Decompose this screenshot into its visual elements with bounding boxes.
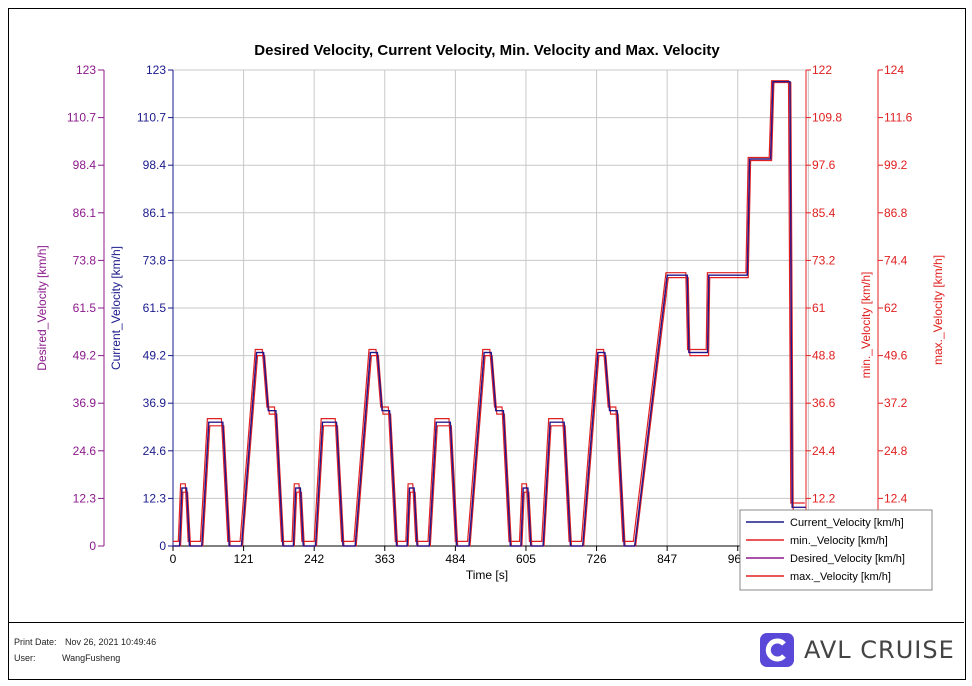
x-tick-label: 726	[587, 552, 607, 566]
avl-cruise-logo: AVL CRUISE	[760, 630, 955, 670]
x-tick-label: 121	[234, 552, 254, 566]
series-layer	[173, 80, 806, 547]
x-tick-label: 847	[657, 552, 677, 566]
y-tick-label-min: 48.8	[812, 349, 836, 363]
axes-layer: 0 12.3 24.6 36.9 49.2 61.5 73.8 86.1 98.4 110.7 12…	[67, 63, 913, 566]
x-tick-label: 484	[445, 552, 465, 566]
series-line-min	[174, 81, 806, 547]
y-tick-label-min: 85.4	[812, 206, 836, 220]
y-tick-label-desired: 61.5	[73, 301, 97, 315]
y-tick-label-current: 49.2	[143, 349, 167, 363]
y-tick-label-max: 12.4	[884, 491, 908, 505]
y-tick-label-desired: 49.2	[73, 349, 97, 363]
y-tick-label-max: 99.2	[884, 158, 908, 172]
y-tick-label-min: 36.6	[812, 396, 836, 410]
y-tick-label-max: 62	[884, 301, 898, 315]
grid-layer	[172, 69, 809, 547]
velocity-chart: Desired Velocity, Current Velocity, Min.…	[35, 42, 945, 591]
y-axis-label-current: Current_Velocity [km/h]	[109, 246, 123, 370]
y-tick-label-current: 110.7	[137, 111, 166, 125]
y-tick-label-max: 74.4	[884, 253, 908, 267]
y-tick-label-min: 12.2	[812, 491, 836, 505]
y-tick-label-current: 24.6	[143, 444, 167, 458]
x-tick-label: 363	[375, 552, 395, 566]
y-tick-label-current: 98.4	[143, 158, 167, 172]
series-line-desired	[173, 81, 806, 547]
y-tick-label-current: 36.9	[143, 396, 167, 410]
y-tick-label-current: 123	[146, 63, 166, 77]
y-tick-label-current: 73.8	[143, 253, 167, 267]
legend-label-min: min._Velocity [km/h]	[790, 535, 888, 547]
y-tick-label-current: 86.1	[143, 206, 167, 220]
y-tick-label-min: 97.6	[812, 158, 836, 172]
x-tick-label: 605	[516, 552, 536, 566]
y-axis-label-min: min._Velocity [km/h]	[859, 272, 873, 379]
y-tick-label-current: 61.5	[143, 301, 167, 315]
user-value: WangFusheng	[62, 653, 121, 663]
y-tick-label-desired: 24.6	[73, 444, 97, 458]
y-axis-label-max: max._Velocity [km/h]	[931, 255, 945, 365]
y-tick-label-max: 37.2	[884, 396, 908, 410]
y-tick-label-min: 73.2	[812, 253, 836, 267]
y-tick-label-desired: 98.4	[73, 158, 97, 172]
y-tick-label-max: 86.8	[884, 206, 908, 220]
y-tick-label-max: 111.6	[884, 111, 913, 125]
x-tick-label: 0	[170, 552, 177, 566]
y-axis-label-desired: Desired_Velocity [km/h]	[35, 245, 49, 370]
print-date-value: Nov 26, 2021 10:49:46	[65, 637, 157, 647]
x-tick-label: 242	[304, 552, 324, 566]
y-tick-label-desired: 0	[89, 539, 96, 553]
series-line-current	[173, 81, 806, 547]
y-tick-label-desired: 86.1	[73, 206, 97, 220]
y-tick-label-min: 109.8	[812, 111, 842, 125]
legend-label-desired: Desired_Velocity [km/h]	[790, 553, 905, 565]
y-tick-label-max: 24.8	[884, 444, 908, 458]
y-tick-label-max: 49.6	[884, 349, 908, 363]
series-line-max	[173, 80, 805, 542]
chart-title: Desired Velocity, Current Velocity, Min.…	[254, 42, 720, 59]
chart-legend: Current_Velocity [km/h] min._Velocity [k…	[739, 509, 933, 591]
y-tick-label-min: 122	[812, 63, 832, 77]
legend-label-current: Current_Velocity [km/h]	[790, 517, 904, 529]
y-tick-label-max: 124	[884, 63, 904, 77]
legend-label-max: max._Velocity [km/h]	[790, 571, 891, 583]
y-tick-label-current: 0	[159, 539, 166, 553]
y-tick-label-desired: 123	[76, 63, 96, 77]
y-tick-label-desired: 12.3	[73, 491, 97, 505]
footer-divider	[8, 622, 964, 623]
avl-logo-icon	[760, 633, 794, 667]
y-tick-label-current: 12.3	[143, 491, 167, 505]
print-date-label: Print Date:	[14, 637, 57, 647]
x-axis-label: Time [s]	[466, 568, 508, 582]
y-tick-label-desired: 36.9	[73, 396, 97, 410]
y-tick-label-min: 24.4	[812, 444, 836, 458]
y-tick-label-desired: 73.8	[73, 253, 97, 267]
logo-text: AVL CRUISE	[804, 636, 955, 664]
y-tick-label-min: 61	[812, 301, 826, 315]
y-tick-label-desired: 110.7	[67, 111, 96, 125]
user-label: User:	[14, 653, 36, 663]
